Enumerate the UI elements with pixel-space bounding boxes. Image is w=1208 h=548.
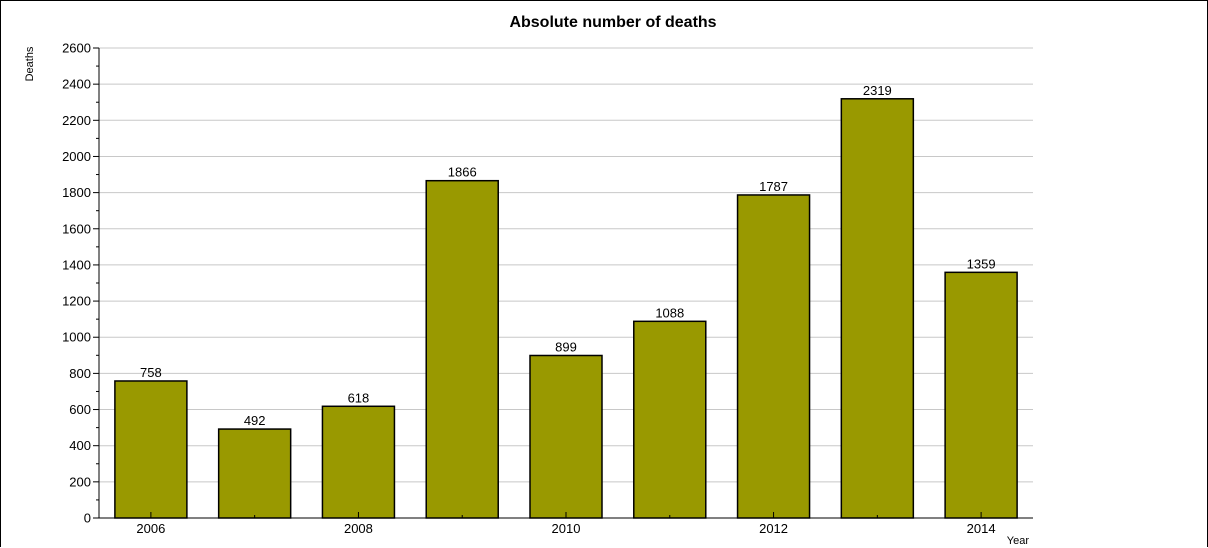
x-tick-label: 2006 bbox=[136, 521, 165, 536]
y-tick-label: 1000 bbox=[62, 330, 91, 345]
axes bbox=[93, 47, 1033, 519]
y-tick-label: 400 bbox=[69, 438, 91, 453]
bar-value-label: 618 bbox=[348, 390, 370, 405]
y-tick-label: 600 bbox=[69, 402, 91, 417]
bar-2009 bbox=[425, 179, 499, 519]
bars bbox=[114, 98, 1018, 519]
labels: 0 200 400 600 800 1000 1200 1400 1600 1800 2000 220… bbox=[62, 41, 995, 537]
y-tick-label: 800 bbox=[69, 366, 91, 381]
y-tick-label: 0 bbox=[84, 511, 91, 526]
bar-value-label: 758 bbox=[140, 365, 162, 380]
bar-2013 bbox=[840, 98, 915, 519]
y-tick-label: 2600 bbox=[62, 41, 91, 56]
y-axis-label: Deaths bbox=[24, 46, 36, 81]
bar-value-label: 1787 bbox=[759, 179, 788, 194]
y-tick-label: 1600 bbox=[62, 221, 91, 236]
bar-2014 bbox=[944, 271, 1018, 519]
y-tick-label: 2400 bbox=[62, 77, 91, 92]
y-tick-label: 2000 bbox=[62, 149, 91, 164]
x-tick-label: 2010 bbox=[552, 521, 581, 536]
x-tick-label: 2008 bbox=[344, 521, 373, 536]
bar-2008 bbox=[321, 405, 396, 519]
x-tick-label: 2012 bbox=[759, 521, 788, 536]
y-tick-label: 1200 bbox=[62, 294, 91, 309]
y-tick-label: 1400 bbox=[62, 257, 91, 272]
bar-value-label: 2319 bbox=[863, 83, 892, 98]
bar-value-label: 492 bbox=[244, 413, 266, 428]
chart-title: Absolute number of deaths bbox=[509, 14, 716, 31]
bar-2007 bbox=[217, 428, 292, 519]
bar-2012 bbox=[736, 194, 811, 519]
x-tick-label: 2014 bbox=[967, 521, 996, 536]
x-axis-label: Year bbox=[1007, 535, 1030, 547]
bar-value-label: 899 bbox=[555, 339, 577, 354]
bar-value-label: 1088 bbox=[655, 305, 684, 320]
y-tick-label: 1800 bbox=[62, 185, 91, 200]
bar-value-label: 1866 bbox=[448, 165, 477, 180]
bar-2010 bbox=[529, 354, 603, 519]
y-tick-label: 2200 bbox=[62, 113, 91, 128]
y-tick-label: 200 bbox=[69, 474, 91, 489]
bar-2006 bbox=[114, 380, 188, 519]
bar-2011 bbox=[633, 320, 707, 519]
bar-value-label: 1359 bbox=[967, 256, 996, 271]
